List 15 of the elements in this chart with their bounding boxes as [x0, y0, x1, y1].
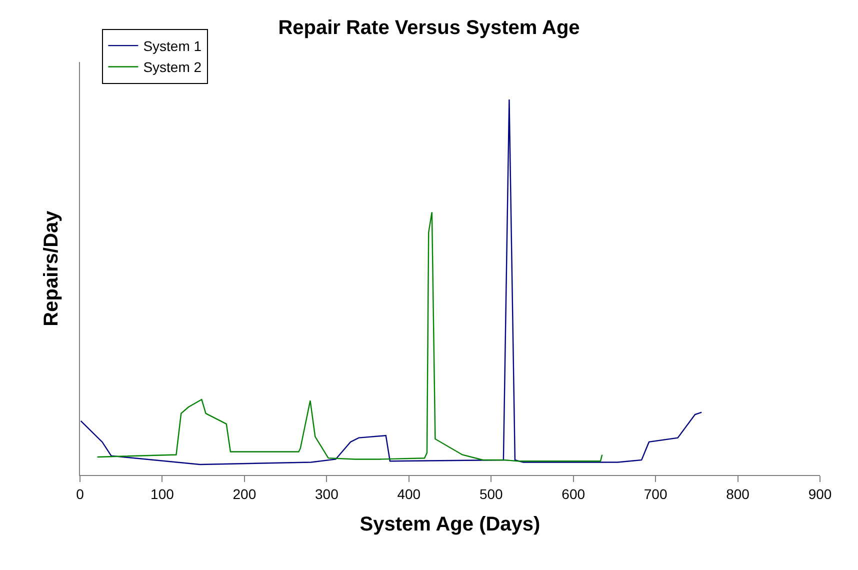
x-tick-label: 400 — [397, 486, 421, 502]
x-tick-label: 800 — [726, 486, 750, 502]
x-tick-label: 0 — [76, 486, 84, 502]
x-tick-label: 600 — [562, 486, 586, 502]
x-tick-label: 200 — [232, 486, 256, 502]
x-tick-label: 100 — [150, 486, 174, 502]
legend-label: System 1 — [143, 38, 202, 54]
y-axis-title: Repairs/Day — [40, 210, 62, 326]
x-tick-label: 900 — [808, 486, 832, 502]
x-tick-label: 700 — [644, 486, 668, 502]
x-axis-title: System Age (Days) — [360, 513, 540, 536]
x-tick-label: 500 — [479, 486, 504, 502]
x-tick-label: 300 — [314, 486, 339, 502]
chart-title: Repair Rate Versus System Age — [278, 16, 580, 39]
legend-label: System 2 — [143, 59, 202, 76]
